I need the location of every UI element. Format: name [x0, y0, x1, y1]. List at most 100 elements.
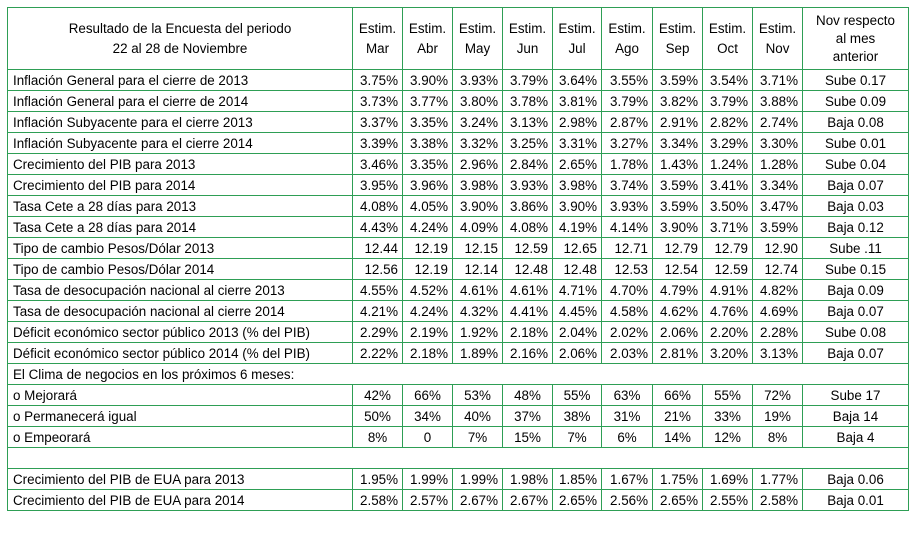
month-header-l2: Ago [615, 40, 639, 56]
month-header-l1: Estim. [558, 20, 596, 36]
value-cell: 12.65 [552, 237, 602, 259]
value-cell: 3.98% [452, 174, 503, 196]
value-cell: 0 [402, 426, 453, 448]
value-cell: 2.06% [652, 321, 703, 343]
indicator-rows: Inflación General para el cierre de 2013… [7, 69, 909, 364]
value-cell: 4.24% [402, 300, 453, 322]
value-cell: 2.57% [402, 489, 453, 511]
table-row: Crecimiento del PIB para 2014 3.95% 3.96% 3… [7, 174, 909, 196]
value-cell: 3.59% [652, 195, 703, 217]
change-cell: Baja 14 [802, 405, 909, 427]
table-row: Inflación General para el cierre de 2014… [7, 90, 909, 112]
table-row: Tasa Cete a 28 días para 2013 4.08% 4.05% 3… [7, 195, 909, 217]
change-cell: Sube 0.15 [802, 258, 909, 280]
value-cell: 3.59% [652, 69, 703, 91]
value-cell: 55% [702, 384, 753, 406]
value-cell: 2.18% [502, 321, 553, 343]
change-header-l2: al mes [835, 30, 876, 46]
value-cell: 3.73% [352, 90, 403, 112]
value-cell: 14% [652, 426, 703, 448]
change-cell: Sube 0.17 [802, 69, 909, 91]
month-header: Estim. Jul [552, 7, 602, 70]
value-cell: 1.28% [752, 153, 803, 175]
value-cell: 4.70% [601, 279, 653, 301]
month-header-l1: Estim. [658, 20, 697, 36]
value-cell: 3.75% [352, 69, 403, 91]
month-header-l1: Estim. [508, 20, 547, 36]
change-cell: Baja 0.01 [802, 489, 909, 511]
blank-row-group [7, 447, 909, 469]
month-header-l2: Sep [665, 40, 690, 56]
value-cell: 4.79% [652, 279, 703, 301]
change-header: Nov respecto al mes anterior [802, 7, 909, 70]
row-label: Inflación General para el cierre de 2013 [7, 69, 353, 91]
value-cell: 3.25% [502, 132, 553, 154]
table-row: o Mejorará 42% 66% 53% 48% 55% 63% 66% 55% 72% Sub… [7, 384, 909, 406]
row-label: o Permanecerá igual [7, 405, 353, 427]
value-cell: 3.59% [752, 216, 803, 238]
value-cell: 72% [752, 384, 803, 406]
value-cell: 4.05% [402, 195, 453, 217]
value-cell: 4.43% [352, 216, 403, 238]
value-cell: 3.90% [552, 195, 602, 217]
value-cell: 3.54% [702, 69, 753, 91]
table-row: Déficit económico sector público 2014 (%… [7, 342, 909, 364]
month-header-l1: Estim. [358, 20, 397, 36]
value-cell: 2.55% [702, 489, 753, 511]
month-header-l2: Abr [417, 40, 438, 56]
value-cell: 3.37% [352, 111, 403, 133]
row-label: o Mejorará [7, 384, 353, 406]
value-cell: 2.98% [552, 111, 602, 133]
value-cell: 12.15 [452, 237, 503, 259]
section-row-group: El Clima de negocios en los próximos 6 m… [7, 363, 909, 385]
change-cell: Sube 17 [802, 384, 909, 406]
value-cell: 63% [601, 384, 653, 406]
value-cell: 1.43% [652, 153, 703, 175]
row-label: o Empeorará [7, 426, 353, 448]
value-cell: 8% [352, 426, 403, 448]
value-cell: 12.14 [452, 258, 503, 280]
value-cell: 3.35% [402, 111, 453, 133]
value-cell: 12.19 [402, 237, 453, 259]
value-cell: 12.54 [652, 258, 703, 280]
table-title: Resultado de la Encuesta del periodo 22 … [7, 7, 353, 70]
change-cell: Baja 0.09 [802, 279, 909, 301]
value-cell: 4.19% [552, 216, 602, 238]
value-cell: 2.96% [452, 153, 503, 175]
value-cell: 4.14% [601, 216, 653, 238]
climate-rows: o Mejorará 42% 66% 53% 48% 55% 63% 66% 55% 72% Sub… [7, 384, 909, 448]
row-label: Tipo de cambio Pesos/Dólar 2014 [7, 258, 353, 280]
value-cell: 2.67% [502, 489, 553, 511]
value-cell: 3.79% [502, 69, 553, 91]
value-cell: 33% [702, 405, 753, 427]
row-label: Crecimiento del PIB de EUA para 2013 [7, 468, 353, 490]
change-cell: Baja 0.07 [802, 300, 909, 322]
change-cell: Baja 0.03 [802, 195, 909, 217]
row-label: Tasa de desocupación nacional al cierre … [7, 279, 353, 301]
table-row: Tipo de cambio Pesos/Dólar 2014 12.56 12.1… [7, 258, 909, 280]
table-row: Tasa Cete a 28 días para 2014 4.43% 4.24% 4… [7, 216, 909, 238]
section-label: El Clima de negocios en los próximos 6 m… [7, 363, 909, 385]
value-cell: 2.87% [601, 111, 653, 133]
value-cell: 3.79% [702, 90, 753, 112]
row-label: Inflación Subyacente para el cierre 2013 [7, 111, 353, 133]
value-cell: 3.41% [702, 174, 753, 196]
value-cell: 1.67% [601, 468, 653, 490]
table-row: Inflación Subyacente para el cierre 2013… [7, 111, 909, 133]
value-cell: 4.76% [702, 300, 753, 322]
value-cell: 3.64% [552, 69, 602, 91]
row-label: Tasa Cete a 28 días para 2013 [7, 195, 353, 217]
value-cell: 4.69% [752, 300, 803, 322]
value-cell: 4.61% [452, 279, 503, 301]
value-cell: 3.55% [601, 69, 653, 91]
month-header: Estim. May [452, 7, 503, 70]
value-cell: 4.09% [452, 216, 503, 238]
change-cell: Sube 0.08 [802, 321, 909, 343]
blank-row [7, 447, 909, 469]
value-cell: 3.34% [752, 174, 803, 196]
value-cell: 4.24% [402, 216, 453, 238]
value-cell: 4.58% [601, 300, 653, 322]
value-cell: 50% [352, 405, 403, 427]
month-header-l1: Estim. [408, 20, 447, 36]
month-header-l1: Estim. [608, 20, 646, 36]
